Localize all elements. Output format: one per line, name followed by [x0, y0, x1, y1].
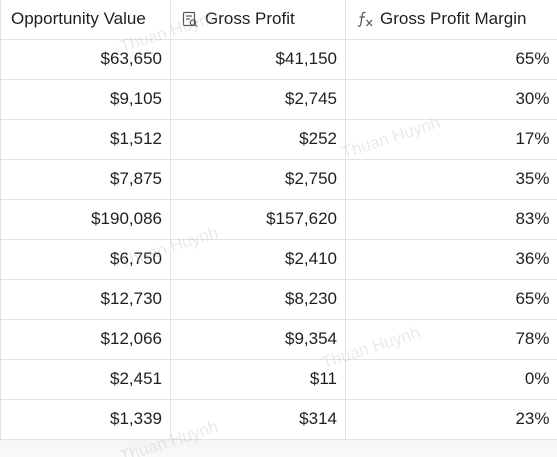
cell-opportunity-value[interactable]: $190,086 [0, 199, 171, 240]
table-row[interactable]: $7,875 $2,750 35% [0, 159, 557, 200]
cell-opportunity-value[interactable]: $1,339 [0, 399, 171, 440]
cell-opportunity-value[interactable]: $9,105 [0, 79, 171, 120]
function-fx-icon [356, 10, 374, 28]
cell-gross-profit[interactable]: $41,150 [170, 39, 346, 80]
table-bottom-shadow [0, 440, 557, 457]
table-row[interactable]: $12,066 $9,354 78% [0, 319, 557, 360]
table-row[interactable]: $190,086 $157,620 83% [0, 199, 557, 240]
cell-opportunity-value[interactable]: $6,750 [0, 239, 171, 280]
table-row[interactable]: $1,512 $252 17% [0, 119, 557, 160]
cell-gross-profit-margin[interactable]: 65% [345, 39, 557, 80]
column-header-gross-profit-margin[interactable]: Gross Profit Margin [345, 0, 557, 40]
table-row[interactable]: $63,650 $41,150 65% [0, 39, 557, 80]
column-header-label: Opportunity Value [11, 9, 146, 29]
cell-opportunity-value[interactable]: $7,875 [0, 159, 171, 200]
cell-opportunity-value[interactable]: $12,730 [0, 279, 171, 320]
table-row[interactable]: $2,451 $11 0% [0, 359, 557, 400]
cell-gross-profit[interactable]: $2,745 [170, 79, 346, 120]
column-header-opportunity-value[interactable]: Opportunity Value [0, 0, 171, 40]
cell-gross-profit[interactable]: $252 [170, 119, 346, 160]
cell-gross-profit-margin[interactable]: 78% [345, 319, 557, 360]
cell-opportunity-value[interactable]: $1,512 [0, 119, 171, 160]
cell-gross-profit[interactable]: $157,620 [170, 199, 346, 240]
table-row[interactable]: $6,750 $2,410 36% [0, 239, 557, 280]
calculated-field-icon [181, 10, 199, 28]
column-header-gross-profit[interactable]: Gross Profit [170, 0, 346, 40]
cell-opportunity-value[interactable]: $63,650 [0, 39, 171, 80]
cell-gross-profit-margin[interactable]: 65% [345, 279, 557, 320]
cell-opportunity-value[interactable]: $12,066 [0, 319, 171, 360]
data-table: Opportunity Value Gross Profit [0, 0, 557, 440]
cell-gross-profit-margin[interactable]: 35% [345, 159, 557, 200]
cell-gross-profit-margin[interactable]: 0% [345, 359, 557, 400]
cell-gross-profit[interactable]: $9,354 [170, 319, 346, 360]
cell-gross-profit[interactable]: $2,410 [170, 239, 346, 280]
cell-gross-profit[interactable]: $11 [170, 359, 346, 400]
header-row: Opportunity Value Gross Profit [0, 0, 557, 40]
cell-gross-profit[interactable]: $2,750 [170, 159, 346, 200]
cell-gross-profit-margin[interactable]: 17% [345, 119, 557, 160]
column-header-label: Gross Profit [205, 9, 295, 29]
cell-gross-profit[interactable]: $8,230 [170, 279, 346, 320]
cell-opportunity-value[interactable]: $2,451 [0, 359, 171, 400]
cell-gross-profit-margin[interactable]: 83% [345, 199, 557, 240]
table-row[interactable]: $9,105 $2,745 30% [0, 79, 557, 120]
cell-gross-profit[interactable]: $314 [170, 399, 346, 440]
table-row[interactable]: $12,730 $8,230 65% [0, 279, 557, 320]
cell-gross-profit-margin[interactable]: 23% [345, 399, 557, 440]
cell-gross-profit-margin[interactable]: 36% [345, 239, 557, 280]
table-row[interactable]: $1,339 $314 23% [0, 399, 557, 440]
cell-gross-profit-margin[interactable]: 30% [345, 79, 557, 120]
column-header-label: Gross Profit Margin [380, 9, 527, 29]
